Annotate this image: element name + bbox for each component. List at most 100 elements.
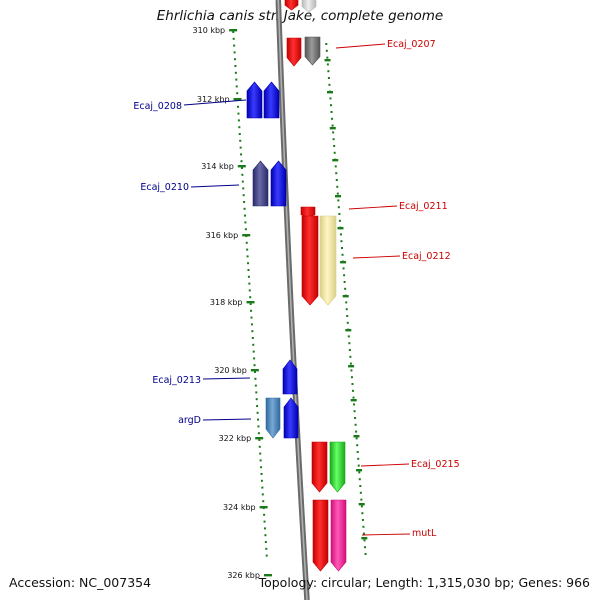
ring-dot [327, 70, 330, 73]
ring-dot [350, 376, 353, 379]
tick-label: 326 kbp [227, 571, 260, 580]
ring-dot [248, 282, 251, 285]
ring-dot [325, 43, 328, 45]
ring-dot [355, 437, 358, 440]
feature-ecaj-0213[interactable] [282, 359, 298, 395]
ring-dot [332, 138, 335, 141]
gene-label[interactable]: Ecaj_0207 [387, 39, 436, 50]
ring-dot [233, 44, 236, 47]
gene-label[interactable]: mutL [412, 528, 437, 539]
feature-ecaj-0207[interactable] [286, 37, 302, 67]
feature-forward-blue[interactable] [270, 160, 287, 207]
ring-dot [246, 255, 249, 258]
ring-dot [239, 139, 242, 142]
ring-dot [249, 296, 252, 299]
feature-argd[interactable] [265, 397, 281, 439]
map-title: Ehrlichia canis str. Jake, complete geno… [156, 8, 444, 24]
minor-tick [348, 365, 355, 368]
feature-reverse-grey[interactable] [304, 36, 321, 66]
ring-dot [346, 321, 349, 324]
ring-dot [342, 267, 345, 270]
ring-dot [357, 464, 360, 467]
minor-tick [361, 537, 368, 540]
major-tick [250, 369, 259, 372]
feature-partial[interactable] [284, 0, 299, 11]
minor-tick [353, 435, 360, 438]
leader-line [183, 99, 247, 106]
ring-dot [351, 389, 354, 392]
gene-label[interactable]: Ecaj_0213 [152, 375, 201, 386]
ring-dot [242, 187, 245, 190]
ring-dot [263, 513, 266, 516]
ring-dot [261, 493, 264, 496]
ring-dot [257, 418, 260, 421]
ring-dot [357, 457, 360, 460]
ring-dot [343, 281, 346, 283]
ring-dot [356, 451, 359, 453]
tick-label: 322 kbp [219, 434, 252, 443]
gene-label[interactable]: argD [178, 415, 201, 426]
ring-dot [260, 473, 263, 475]
ring-dot [330, 104, 333, 107]
ring-dot [261, 486, 264, 489]
ring-dot [250, 323, 253, 326]
feature-ecaj-0212[interactable] [301, 215, 319, 306]
leader-line [335, 43, 386, 49]
ring-dot [335, 179, 338, 181]
ring-dot [352, 396, 355, 399]
gene-label[interactable]: Ecaj_0210 [140, 182, 189, 193]
ring-dot [361, 519, 364, 521]
minor-tick [342, 295, 349, 298]
major-tick [229, 29, 238, 32]
ring-dot [330, 111, 333, 113]
ring-dot [240, 153, 243, 156]
ring-dot [326, 56, 329, 59]
ring-dot [233, 58, 236, 61]
ring-dot [349, 355, 352, 358]
gene-label[interactable]: Ecaj_0212 [402, 251, 451, 262]
feature-ecaj-0208[interactable] [246, 81, 263, 119]
minor-tick [340, 261, 347, 264]
ring-dot [232, 31, 235, 33]
gene-label[interactable]: Ecaj_0211 [399, 201, 448, 212]
ring-dot [245, 241, 248, 244]
gene-label[interactable]: Ecaj_0215 [411, 459, 460, 470]
ring-dot [354, 423, 357, 426]
feature-partial[interactable] [301, 0, 317, 13]
minor-tick [335, 195, 341, 198]
feature-forward-blue[interactable] [283, 397, 299, 439]
ring-dot [244, 228, 247, 231]
backbone-highlight [277, 0, 308, 600]
ring-dot [237, 119, 240, 122]
ring-dot [235, 85, 238, 88]
ring-dot [258, 445, 261, 448]
leader-line [361, 533, 411, 536]
ring-dot [359, 491, 362, 494]
ring-dot [252, 343, 255, 346]
feature-reverse-pink[interactable] [330, 499, 347, 572]
ring-dot [256, 411, 259, 414]
tick-label: 324 kbp [223, 503, 256, 512]
tick-label: 318 kbp [210, 298, 243, 307]
feature-mutl[interactable] [312, 499, 329, 572]
tick-label: 316 kbp [206, 231, 239, 240]
minor-tick [327, 91, 333, 94]
ring-dot [258, 439, 261, 441]
gene-label[interactable]: Ecaj_0208 [133, 101, 182, 112]
ring-dot [339, 233, 342, 236]
feature-forward-blue[interactable] [263, 81, 280, 119]
ring-dot [341, 253, 344, 256]
ring-dot [340, 240, 343, 243]
ring-dot [240, 160, 243, 163]
feature-ecaj-0215[interactable] [311, 441, 328, 493]
ring-dot [353, 403, 356, 406]
ring-dot [260, 479, 263, 482]
ring-dot [244, 221, 247, 224]
major-tick [233, 98, 242, 101]
feature-reverse-green[interactable] [329, 441, 346, 493]
ring-dot [349, 362, 352, 365]
ring-dot [358, 478, 361, 481]
accession-text: Accession: NC_007354 [9, 575, 152, 590]
feature-ecaj-0210[interactable] [252, 160, 269, 207]
feature-reverse-yellow[interactable] [319, 215, 337, 306]
